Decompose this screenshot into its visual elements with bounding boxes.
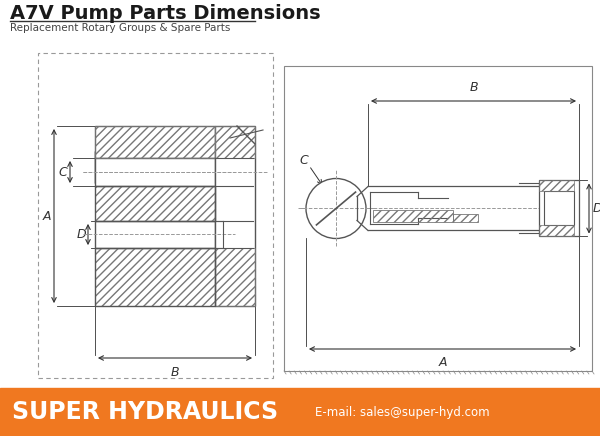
Bar xyxy=(215,126,255,158)
Bar xyxy=(38,53,273,378)
Bar xyxy=(539,181,579,236)
Bar xyxy=(215,248,255,306)
Circle shape xyxy=(306,178,366,238)
Bar xyxy=(95,151,200,183)
Bar xyxy=(95,221,215,248)
Text: C: C xyxy=(59,166,67,178)
Bar xyxy=(95,126,215,158)
Bar xyxy=(0,388,600,436)
Bar xyxy=(539,225,574,236)
Bar xyxy=(215,126,255,306)
Text: Replacement Rotary Groups & Spare Parts: Replacement Rotary Groups & Spare Parts xyxy=(10,23,230,33)
Bar xyxy=(95,186,215,221)
FancyBboxPatch shape xyxy=(95,151,200,183)
Bar xyxy=(95,248,215,306)
Text: A: A xyxy=(438,356,447,369)
Text: E-mail: sales@super-hyd.com: E-mail: sales@super-hyd.com xyxy=(315,405,490,419)
Text: A: A xyxy=(43,210,51,222)
Text: SUPER HYDRAULICS: SUPER HYDRAULICS xyxy=(12,400,278,424)
Text: B: B xyxy=(469,81,478,94)
Text: A7V Pump Parts Dimensions: A7V Pump Parts Dimensions xyxy=(10,4,320,23)
Bar xyxy=(95,248,215,306)
Text: D: D xyxy=(76,228,86,241)
Text: B: B xyxy=(170,366,179,379)
Bar xyxy=(95,186,215,221)
Text: D: D xyxy=(593,202,600,215)
Bar xyxy=(539,181,574,191)
Bar xyxy=(373,211,453,222)
Bar xyxy=(95,158,215,186)
Bar xyxy=(453,215,478,222)
Text: C: C xyxy=(299,154,308,167)
Bar xyxy=(95,126,215,158)
Bar xyxy=(284,66,592,371)
Bar xyxy=(544,191,574,225)
